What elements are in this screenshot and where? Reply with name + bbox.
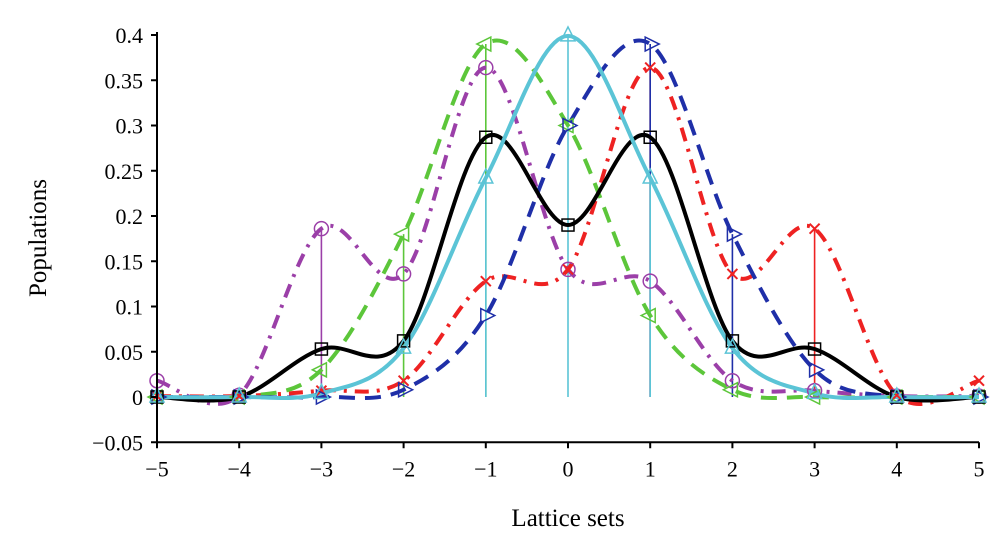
marker-cyan xyxy=(724,337,741,354)
marker-red xyxy=(808,222,821,235)
marker-cyan xyxy=(477,167,495,184)
marker-blue xyxy=(480,307,497,324)
x-tick-label: 4 xyxy=(891,456,902,481)
y-tick-label: 0.2 xyxy=(116,204,144,229)
marker-green xyxy=(721,381,739,398)
y-tick-label: 0.35 xyxy=(105,68,144,93)
series-line-black xyxy=(156,133,980,403)
x-tick-label: −2 xyxy=(392,456,415,481)
marker-black xyxy=(314,342,329,356)
marker-cyan xyxy=(806,382,823,400)
marker-green xyxy=(639,307,656,324)
marker-red xyxy=(726,268,739,280)
y-tick-label: 0.4 xyxy=(116,23,144,48)
marker-cyan xyxy=(395,337,412,354)
marker-black xyxy=(396,334,411,348)
marker-cyan xyxy=(641,167,659,184)
marker-black xyxy=(561,218,575,232)
marker-blue xyxy=(726,225,744,243)
y-tick-label: 0.3 xyxy=(116,114,144,139)
x-tick-label: 5 xyxy=(974,456,985,481)
x-tick-label: −3 xyxy=(310,456,333,481)
marker-black xyxy=(232,390,246,404)
marker-cyan xyxy=(970,386,988,403)
marker-purple xyxy=(478,59,494,76)
marker-cyan xyxy=(313,382,330,400)
marker-purple xyxy=(313,220,330,237)
x-tick-label: 1 xyxy=(645,456,656,481)
series-line-purple xyxy=(156,65,980,406)
x-tick-label: 2 xyxy=(727,456,738,481)
marker-blue xyxy=(808,361,826,379)
marker-red xyxy=(480,275,492,287)
x-tick-label: −1 xyxy=(474,456,497,481)
y-tick-label: 0 xyxy=(132,385,143,410)
y-axis-label: Populations xyxy=(25,179,52,297)
marker-cyan xyxy=(888,386,906,403)
marker-red xyxy=(644,61,656,74)
marker-black xyxy=(479,130,493,145)
marker-purple xyxy=(395,266,412,282)
marker-purple xyxy=(724,372,741,389)
marker-black xyxy=(643,130,657,145)
marker-red xyxy=(973,375,985,387)
axes: −0.05 0 0.05 0.1 0.15 0.2 0.25 0.3 0.35 0.4 −5 −4 −3… xyxy=(92,23,984,481)
marker-blue xyxy=(562,117,579,134)
marker-blue xyxy=(315,388,333,406)
marker-blue xyxy=(397,381,415,398)
marker-black xyxy=(890,390,904,404)
x-tick-label: −5 xyxy=(145,456,168,481)
marker-purple xyxy=(560,261,576,278)
x-tick-label: 3 xyxy=(809,456,820,481)
marker-green xyxy=(803,388,821,406)
x-axis-label: Lattice sets xyxy=(511,505,624,532)
marker-green xyxy=(475,35,492,53)
marker-green xyxy=(392,225,410,243)
marker-red xyxy=(562,263,574,276)
y-tick-label: 0.15 xyxy=(105,249,144,274)
series-line-red xyxy=(156,65,980,406)
marker-black xyxy=(725,334,740,348)
y-tick-label: 0.1 xyxy=(116,295,144,320)
y-tick-label: 0.05 xyxy=(105,340,144,365)
marker-purple xyxy=(642,273,658,289)
marker-cyan xyxy=(559,25,577,42)
x-tick-label: 0 xyxy=(563,456,574,481)
marker-black xyxy=(972,390,986,404)
stems xyxy=(320,35,816,397)
marker-green xyxy=(310,361,328,379)
marker-blue xyxy=(644,35,661,53)
y-tick-label: 0.25 xyxy=(105,159,144,184)
y-tick-label: −0.05 xyxy=(92,430,143,455)
x-tick-label: −4 xyxy=(227,456,250,481)
marker-red xyxy=(891,389,903,401)
series-line-cyan xyxy=(156,33,980,401)
marker-green xyxy=(557,117,574,134)
marker-cyan xyxy=(230,386,248,403)
series-line-blue xyxy=(157,38,980,401)
marker-black xyxy=(807,342,822,356)
